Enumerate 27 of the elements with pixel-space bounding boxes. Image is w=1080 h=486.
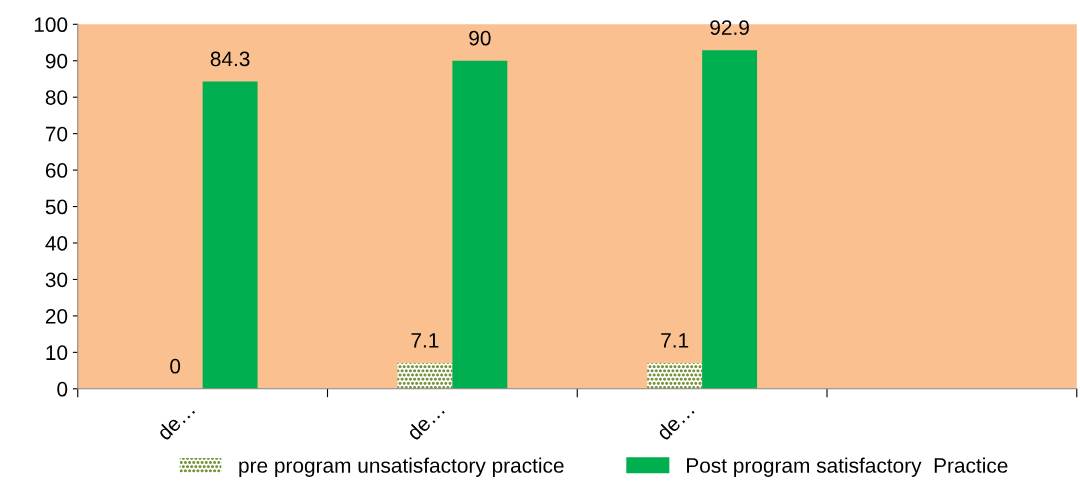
y-tick-label: 70 <box>45 126 68 142</box>
y-tick-label: 0 <box>57 381 68 397</box>
y-tick-label: 40 <box>45 236 68 251</box>
y-tick-label: 60 <box>45 163 68 178</box>
x-tick-label: de… <box>405 401 445 442</box>
bar <box>397 362 453 389</box>
y-tick-label: 50 <box>45 199 68 215</box>
bar <box>452 60 508 389</box>
data-label: 7.1 <box>411 333 439 348</box>
data-label: 7.1 <box>661 333 689 348</box>
x-tick-label: de… <box>155 401 196 442</box>
bar <box>647 362 703 389</box>
y-tick-label: 10 <box>46 345 68 361</box>
y-tick-label: 90 <box>45 53 68 69</box>
legend-label: Post program satisfactory Practice <box>687 457 1008 477</box>
y-tick-label: 30 <box>45 272 68 288</box>
data-label: 84.3 <box>210 51 250 67</box>
x-tick-label: de… <box>655 401 695 442</box>
data-label: 90 <box>469 30 491 46</box>
y-tick-label: 80 <box>45 90 68 105</box>
legend-label: pre program unsatisfactory practice <box>239 457 564 477</box>
y-tick-label: 100 <box>34 17 68 33</box>
y-tick-label: 20 <box>45 308 68 324</box>
bar <box>202 81 258 389</box>
bar <box>702 50 758 389</box>
data-label: 92.9 <box>710 20 749 35</box>
data-label: 0 <box>170 358 181 374</box>
